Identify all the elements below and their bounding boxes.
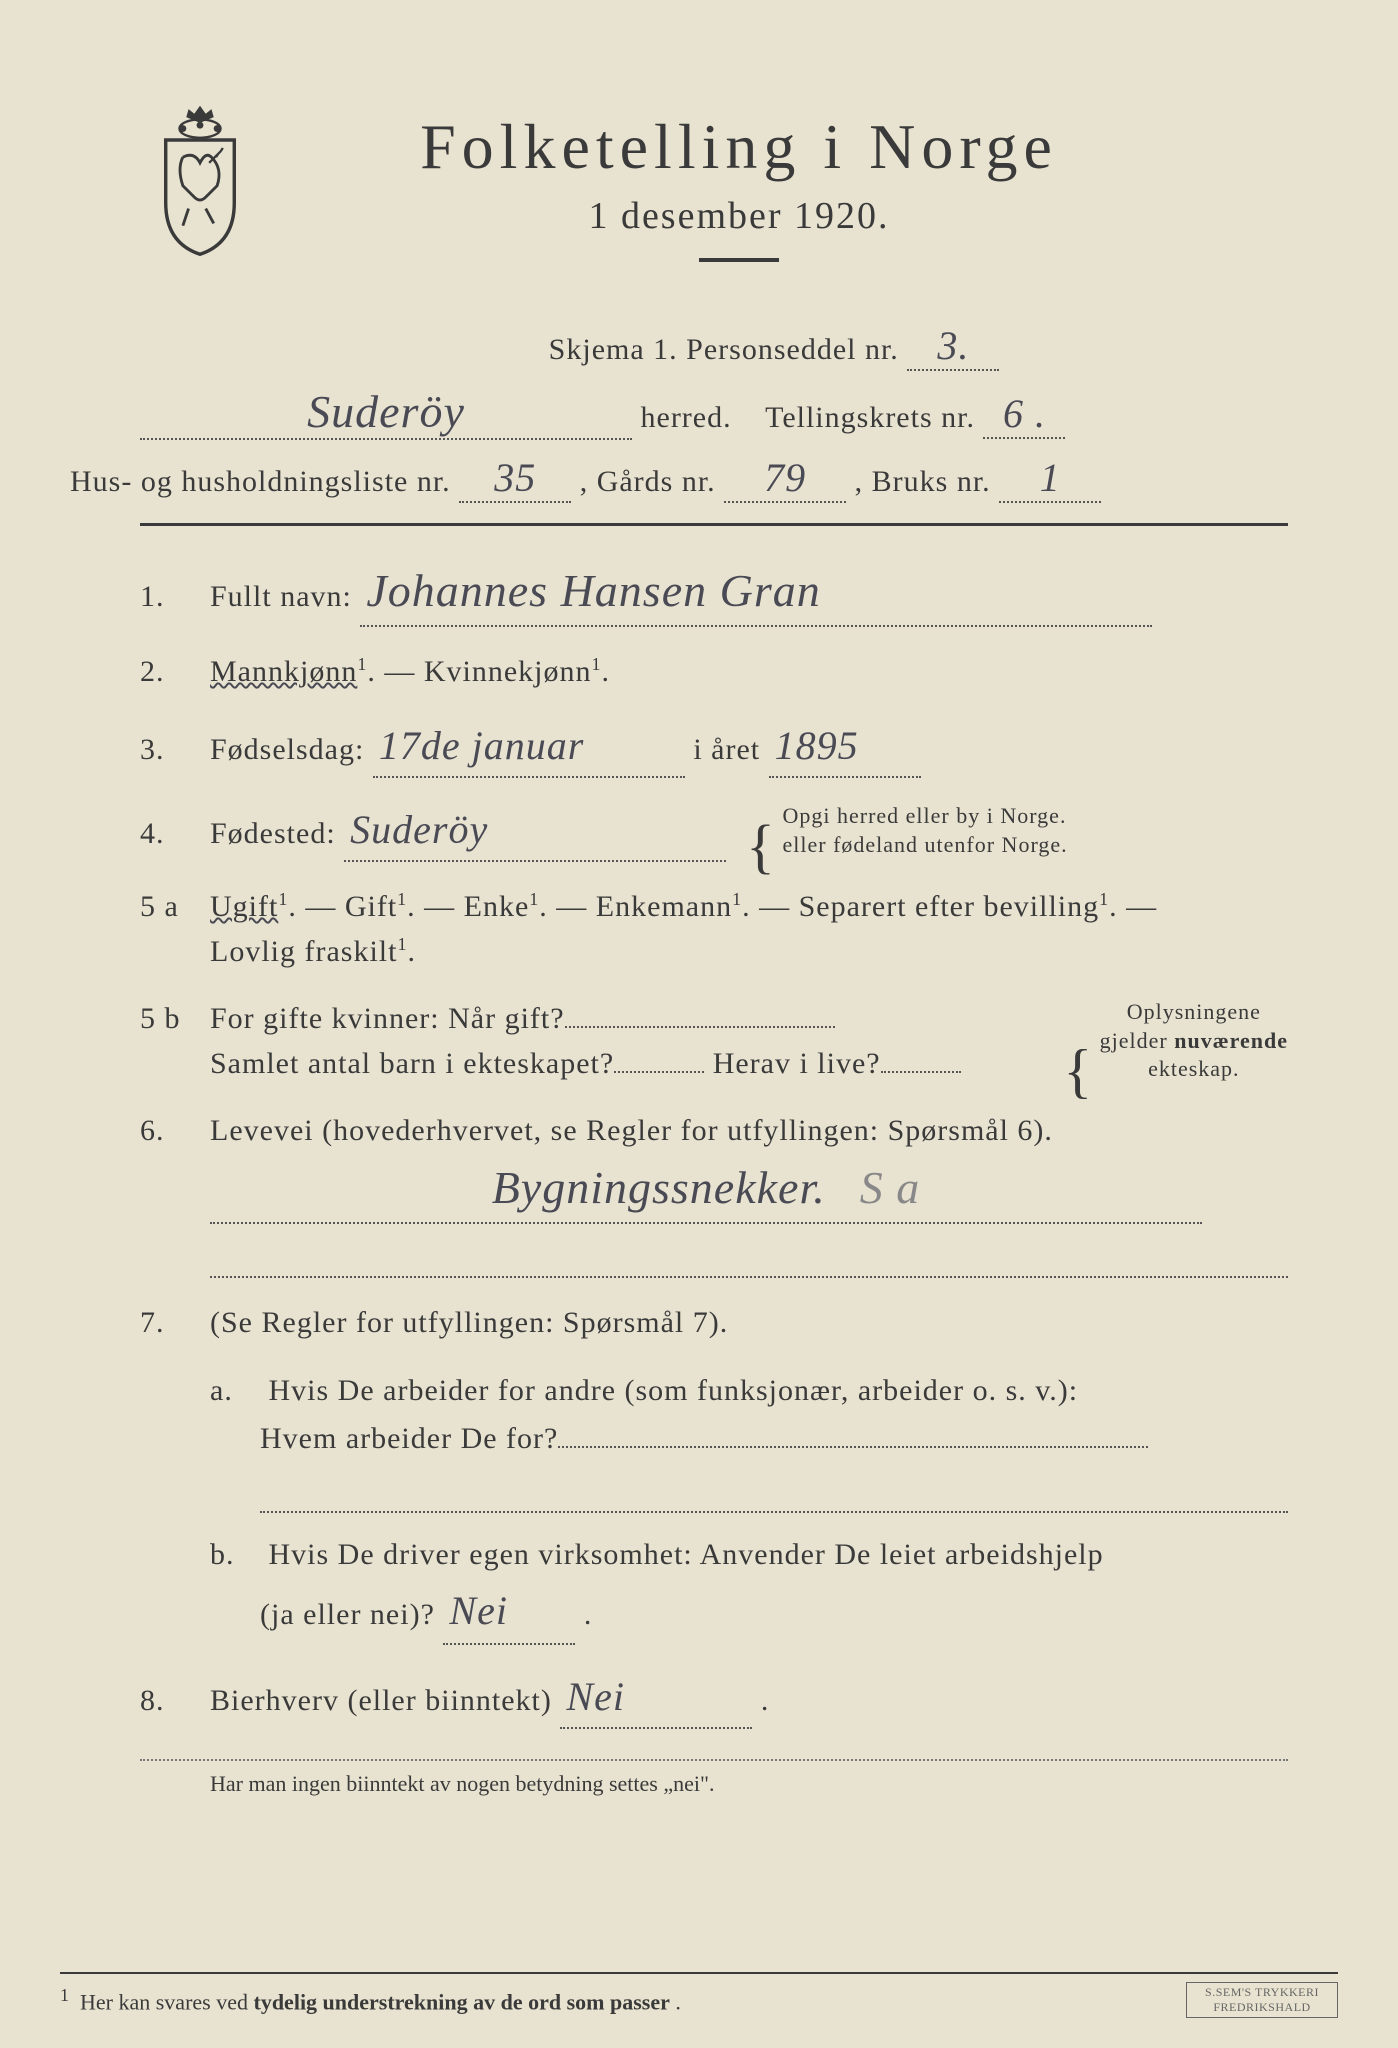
q5b-label1: For gifte kvinner: Når gift? (210, 1002, 565, 1035)
q2-num: 2. (140, 649, 210, 694)
q6-blank-line (210, 1246, 1288, 1278)
q3-year: 1895 (769, 716, 921, 778)
q2-dash1: . — (367, 655, 415, 688)
q2-sup2: 1 (591, 654, 601, 674)
footnote-marker: 1 (60, 1985, 69, 2005)
q5a-ugift: Ugift (210, 890, 278, 923)
tellingskrets-nr: 6 . (983, 390, 1065, 439)
q4-num: 4. (140, 811, 210, 856)
skjema-label: Skjema 1. Personseddel nr. (549, 333, 899, 366)
hus-nr: 35 (459, 454, 571, 503)
q4-value: Suderöy (344, 800, 726, 862)
q8-num: 8. (140, 1678, 210, 1723)
q8-row: 8. Bierhverv (eller biinntekt) Nei . (140, 1667, 1288, 1729)
q5b-row: 5 b For gifte kvinner: Når gift? Samlet … (140, 996, 1288, 1086)
q8-label: Bierhverv (eller biinntekt) (210, 1684, 552, 1717)
q6-value: Bygningssnekker. (492, 1162, 826, 1213)
q5b-note1: Oplysningene (1127, 999, 1261, 1024)
q8-value: Nei (560, 1667, 752, 1729)
q7-row: 7. (Se Regler for utfyllingen: Spørsmål … (140, 1300, 1288, 1345)
q4-note1: Opgi herred eller by i Norge. (782, 803, 1066, 828)
q5b-note: { Oplysningene gjelder nuværende ekteska… (1063, 998, 1288, 1084)
meta-skjema-line: Skjema 1. Personseddel nr. 3. (140, 322, 1288, 371)
q3-num: 3. (140, 727, 210, 772)
tellingskrets-label: Tellingskrets nr. (765, 401, 975, 434)
q5b-num: 5 b (140, 996, 210, 1041)
q7a-row: a. Hvis De arbeider for andre (som funks… (210, 1367, 1288, 1463)
meta-herred-line: Suderöy herred. Tellingskrets nr. 6 . (140, 385, 1288, 440)
q1-num: 1. (140, 574, 210, 619)
q5a-fraskilt: Lovlig fraskilt (210, 935, 397, 968)
q7b-letter: b. (210, 1531, 260, 1579)
q3-row: 3. Fødselsdag: 17de januar i året 1895 (140, 716, 1288, 778)
bruks-label: , Bruks nr. (855, 465, 991, 498)
meta-block: Skjema 1. Personseddel nr. 3. Suderöy he… (140, 322, 1288, 503)
q5a-enkemann: Enkemann (596, 890, 732, 923)
q5b-note2: gjelder nuværende (1100, 1028, 1288, 1053)
q5a-gift: Gift (345, 890, 397, 923)
q2-period: . (601, 655, 610, 688)
subtitle: 1 desember 1920. (290, 194, 1188, 238)
q4-note: { Opgi herred eller by i Norge. eller fø… (746, 802, 1067, 859)
note-row: Har man ingen biinntekt av nogen betydni… (210, 1771, 1288, 1797)
q7a-blank-line (260, 1481, 1288, 1513)
q2-row: 2. Mannkjønn1. — Kvinnekjønn1. (140, 649, 1288, 694)
q5b-label2: Samlet antal barn i ekteskapet? (210, 1047, 614, 1080)
q1-value: Johannes Hansen Gran (360, 556, 1152, 627)
header: Folketelling i Norge 1 desember 1920. (140, 100, 1288, 292)
q7a-text2: Hvem arbeider De for? (260, 1422, 558, 1455)
q7-num: 7. (140, 1300, 210, 1345)
personseddel-nr: 3. (907, 322, 999, 371)
q5b-label3: Herav i live? (713, 1047, 881, 1080)
gards-label: , Gårds nr. (580, 465, 716, 498)
coat-of-arms-icon (140, 100, 260, 260)
q2-male: Mannkjønn (210, 655, 357, 688)
q6-num: 6. (140, 1108, 210, 1153)
q5a-separert: Separert efter bevilling (799, 890, 1100, 923)
q6-label: Levevei (hovederhvervet, se Regler for u… (210, 1114, 1053, 1147)
q5a-num: 5 a (140, 884, 210, 929)
q5a-row: 5 a Ugift1. — Gift1. — Enke1. — Enkemann… (140, 884, 1288, 974)
q6-row: 6. Levevei (hovederhvervet, se Regler fo… (140, 1108, 1288, 1224)
footnote-text: Her kan svares ved tydelig understreknin… (80, 1989, 670, 2014)
q7a-letter: a. (210, 1367, 260, 1415)
q4-label: Fødested: (210, 817, 336, 850)
herred-label: herred. (641, 401, 732, 434)
q7b-text2: (ja eller nei)? (260, 1598, 435, 1631)
title-block: Folketelling i Norge 1 desember 1920. (290, 100, 1288, 292)
stamp-line2: FREDRIKSHALD (1213, 2000, 1310, 2014)
q7b-row: b. Hvis De driver egen virksomhet: Anven… (210, 1531, 1288, 1645)
meta-hus-line: Hus- og husholdningsliste nr. 35 , Gårds… (70, 454, 1288, 503)
q3-day: 17de januar (373, 716, 685, 778)
gards-nr: 79 (724, 454, 846, 503)
q3-label: Fødselsdag: (210, 733, 364, 766)
printer-stamp: S.SEM'S TRYKKERI FREDRIKSHALD (1186, 1982, 1338, 2018)
q4-row: 4. Fødested: Suderöy { Opgi herred eller… (140, 800, 1288, 862)
q5b-note3: ekteskap. (1148, 1056, 1239, 1081)
q1-row: 1. Fullt navn: Johannes Hansen Gran (140, 556, 1288, 627)
q3-year-label: i året (693, 733, 760, 766)
q2-sup1: 1 (357, 654, 367, 674)
q2-female: Kvinnekjønn (424, 655, 592, 688)
q5a-enke: Enke (464, 890, 530, 923)
divider-top (140, 523, 1288, 526)
note-text: Har man ingen biinntekt av nogen betydni… (210, 1771, 714, 1796)
bruks-nr: 1 (999, 454, 1101, 503)
q7b-value: Nei (443, 1579, 575, 1645)
q7-label: (Se Regler for utfyllingen: Spørsmål 7). (210, 1300, 1288, 1345)
q6-annotation: S a (860, 1162, 921, 1213)
hus-label: Hus- og husholdningsliste nr. (70, 465, 451, 498)
herred-name: Suderöy (140, 385, 632, 440)
q1-label: Fullt navn: (210, 580, 352, 613)
q7b-text1: Hvis De driver egen virksomhet: Anvender… (269, 1538, 1104, 1571)
footnote-bar: 1 Her kan svares ved tydelig understrekn… (60, 1972, 1338, 2018)
stamp-line1: S.SEM'S TRYKKERI (1205, 1985, 1319, 1999)
title-divider (699, 258, 779, 262)
q7a-text1: Hvis De arbeider for andre (som funksjon… (269, 1374, 1079, 1407)
divider-bottom (140, 1759, 1288, 1761)
census-form-page: Folketelling i Norge 1 desember 1920. Sk… (0, 0, 1398, 2048)
main-title: Folketelling i Norge (290, 110, 1188, 184)
q4-note2: eller fødeland utenfor Norge. (782, 832, 1067, 857)
